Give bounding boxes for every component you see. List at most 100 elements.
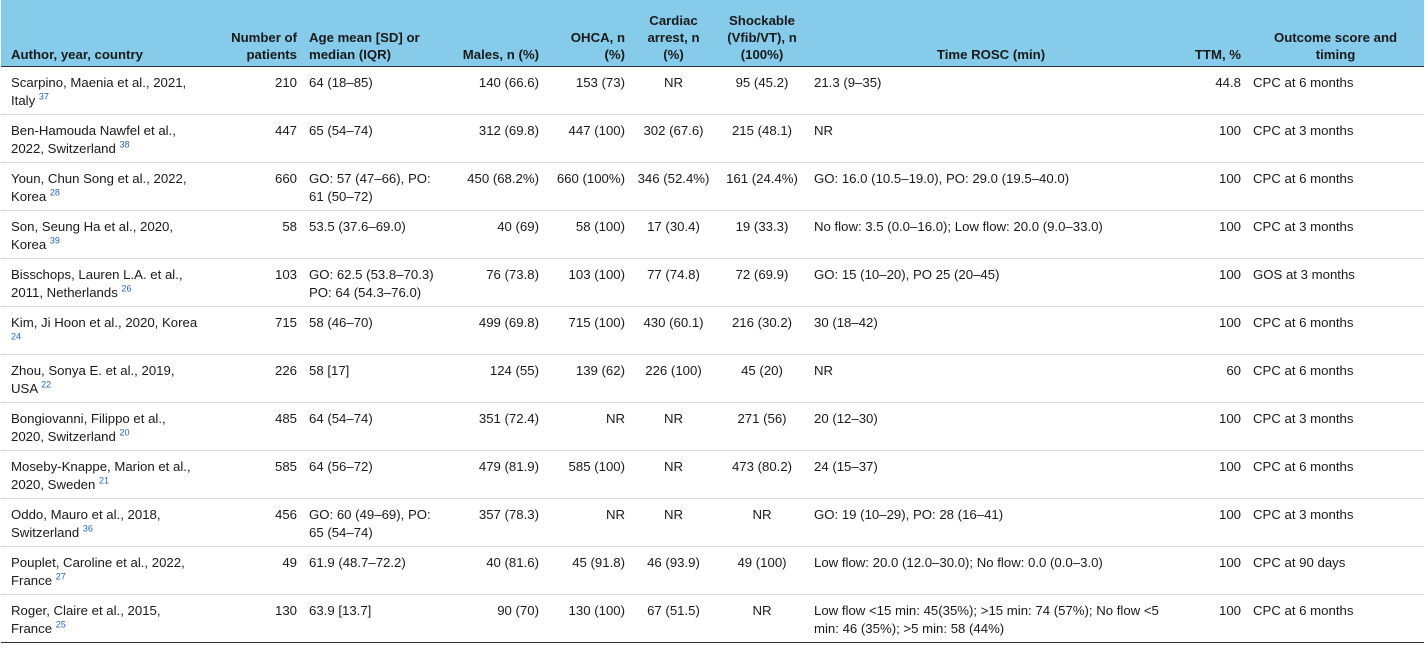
reference-link[interactable]: 27	[55, 571, 66, 582]
reference-link[interactable]: 38	[119, 139, 130, 150]
cell-shockable: 473 (80.2)	[731, 458, 793, 474]
author-text: Youn, Chun Song et al., 2022, Korea	[11, 170, 187, 204]
cell-cardiac-arrest: 346 (52.4%)	[637, 170, 710, 186]
cell-age: 63.9 [13.7]	[309, 602, 372, 618]
table-row: Kim, Ji Hoon et al., 2020, Korea 24 715 58…	[1, 306, 1424, 354]
author-text: Pouplet, Caroline et al., 2022, France	[11, 554, 185, 588]
cell-outcome: CPC at 6 months	[1253, 170, 1354, 186]
cell-ttm: 100	[1218, 314, 1241, 330]
table-row: Oddo, Mauro et al., 2018, Switzerland 36…	[1, 498, 1424, 546]
table-row: Scarpino, Maenia et al., 2021, Italy 37 2…	[1, 66, 1424, 114]
cell-author: Kim, Ji Hoon et al., 2020, Korea 24	[1, 306, 205, 354]
header-patients: Number of patients	[231, 29, 297, 62]
author-text: Kim, Ji Hoon et al., 2020, Korea	[11, 314, 198, 330]
cell-shockable: 19 (33.3)	[735, 218, 789, 234]
cell-ttm: 60	[1226, 362, 1241, 378]
reference-link[interactable]: 28	[49, 187, 60, 198]
cell-author: Bongiovanni, Filippo et al., 2020, Switz…	[1, 402, 205, 450]
cell-cardiac-arrest: 67 (51.5)	[647, 602, 700, 618]
cell-patients: 130	[274, 602, 297, 618]
cell-patients: 456	[274, 506, 297, 522]
cell-ohca: 447 (100)	[568, 122, 625, 138]
reference-link[interactable]: 26	[121, 283, 132, 294]
cell-author: Roger, Claire et al., 2015, France 25	[1, 594, 205, 642]
author-text: Zhou, Sonya E. et al., 2019, USA	[11, 362, 175, 396]
cell-outcome: CPC at 3 months	[1253, 122, 1354, 138]
cell-time-rosc: GO: 15 (10–20), PO 25 (20–45)	[814, 266, 1000, 282]
cell-age: 58 [17]	[309, 362, 350, 378]
cell-age: 58 (46–70)	[309, 314, 373, 330]
cell-author: Zhou, Sonya E. et al., 2019, USA 22	[1, 354, 205, 402]
cell-outcome: GOS at 3 months	[1253, 266, 1355, 282]
header-ohca: OHCA, n (%)	[570, 29, 625, 62]
reference-link[interactable]: 24	[11, 331, 22, 342]
reference-link[interactable]: 20	[119, 427, 130, 438]
author-text: Oddo, Mauro et al., 2018, Switzerland	[11, 506, 161, 540]
author-text: Bongiovanni, Filippo et al., 2020, Switz…	[11, 410, 166, 444]
cell-males: 140 (66.6)	[478, 74, 539, 90]
cell-ohca: 715 (100)	[568, 314, 625, 330]
cell-males: 124 (55)	[489, 362, 539, 378]
cell-outcome: CPC at 3 months	[1253, 218, 1354, 234]
cell-age: GO: 62.5 (53.8–70.3) PO: 64 (54.3–76.0)	[309, 266, 434, 300]
reference-link[interactable]: 25	[55, 619, 66, 630]
cell-shockable: 49 (100)	[737, 554, 787, 570]
author-text: Scarpino, Maenia et al., 2021, Italy	[11, 74, 187, 108]
cell-ttm: 100	[1218, 170, 1241, 186]
cell-ttm: 100	[1218, 266, 1241, 282]
cell-ttm: 44.8	[1215, 74, 1241, 90]
author-text: Bisschops, Lauren L.A. et al., 2011, Net…	[11, 266, 183, 300]
cell-ohca: 58 (100)	[575, 218, 625, 234]
cell-time-rosc: Low flow <15 min: 45(35%); >15 min: 74 (…	[814, 602, 1159, 636]
table-body: Scarpino, Maenia et al., 2021, Italy 37 2…	[1, 66, 1424, 642]
cell-ohca: NR	[605, 506, 625, 522]
reference-link[interactable]: 39	[49, 235, 60, 246]
cell-outcome: CPC at 3 months	[1253, 506, 1354, 522]
cell-patients: 715	[274, 314, 297, 330]
cell-patients: 485	[274, 410, 297, 426]
cell-outcome: CPC at 6 months	[1253, 362, 1354, 378]
cell-cardiac-arrest: NR	[663, 74, 684, 90]
header-males: Males, n (%)	[462, 46, 539, 62]
cell-patients: 210	[274, 74, 297, 90]
reference-link[interactable]: 37	[38, 91, 49, 102]
cell-ohca: 660 (100%)	[556, 170, 625, 186]
cell-age: 64 (54–74)	[309, 410, 373, 426]
table-row: Bisschops, Lauren L.A. et al., 2011, Net…	[1, 258, 1424, 306]
cell-ttm: 100	[1218, 410, 1241, 426]
author-text: Moseby-Knappe, Marion et al., 2020, Swed…	[11, 458, 191, 492]
reference-link[interactable]: 36	[82, 523, 93, 534]
cell-patients: 49	[282, 554, 297, 570]
cell-cardiac-arrest: 430 (60.1)	[643, 314, 704, 330]
cell-shockable: 72 (69.9)	[735, 266, 789, 282]
table-row: Son, Seung Ha et al., 2020, Korea 39 58 53…	[1, 210, 1424, 258]
reference-link[interactable]: 22	[41, 379, 52, 390]
cell-cardiac-arrest: 17 (30.4)	[647, 218, 700, 234]
header-ttm: TTM, %	[1194, 46, 1241, 62]
cell-outcome: CPC at 90 days	[1253, 554, 1346, 570]
cell-ohca: 103 (100)	[568, 266, 625, 282]
cell-outcome: CPC at 6 months	[1253, 314, 1354, 330]
cell-ttm: 100	[1218, 458, 1241, 474]
table-row: Pouplet, Caroline et al., 2022, France 2…	[1, 546, 1424, 594]
cell-males: 351 (72.4)	[478, 410, 539, 426]
reference-link[interactable]: 21	[99, 475, 110, 486]
cell-cardiac-arrest: 46 (93.9)	[647, 554, 700, 570]
table-row: Moseby-Knappe, Marion et al., 2020, Swed…	[1, 450, 1424, 498]
cell-author: Youn, Chun Song et al., 2022, Korea 28	[1, 162, 205, 210]
cell-shockable: 216 (30.2)	[731, 314, 793, 330]
cell-author: Son, Seung Ha et al., 2020, Korea 39	[1, 210, 205, 258]
cell-ohca: 139 (62)	[575, 362, 625, 378]
cell-time-rosc: 30 (18–42)	[814, 314, 878, 330]
cell-males: 90 (70)	[497, 602, 539, 618]
cell-patients: 226	[274, 362, 297, 378]
cell-ohca: NR	[605, 410, 625, 426]
cell-patients: 447	[274, 122, 297, 138]
table-row: Zhou, Sonya E. et al., 2019, USA 22 226 58…	[1, 354, 1424, 402]
cell-males: 499 (69.8)	[478, 314, 539, 330]
table-row: Ben-Hamouda Nawfel et al., 2022, Switzer…	[1, 114, 1424, 162]
cell-ohca: 45 (91.8)	[572, 554, 625, 570]
header-age: Age mean [SD] or median (IQR)	[309, 29, 420, 62]
cell-ohca: 585 (100)	[568, 458, 625, 474]
